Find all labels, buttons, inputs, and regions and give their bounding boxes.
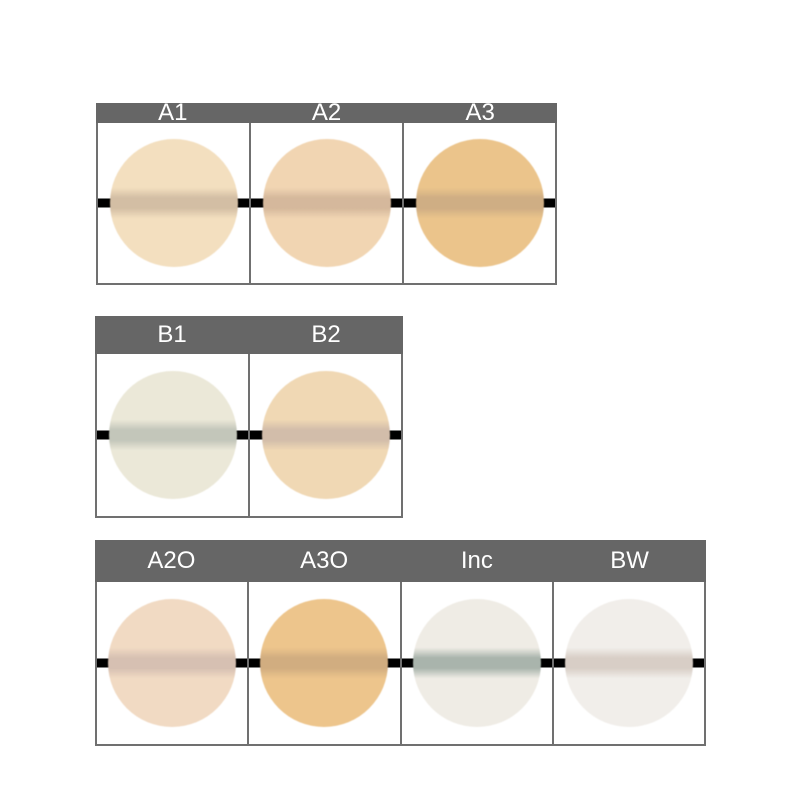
shade-swatch-disc [412,599,541,727]
shade-cell [553,582,704,744]
shade-label: A2 [311,99,342,126]
shade-label: B2 [311,321,341,348]
shade-label: A3O [300,547,349,574]
shade-label: A3 [465,99,495,126]
shade-group: A1 A2 A3 [96,99,557,285]
shade-cell [249,582,402,744]
shade-swatch-disc [108,599,237,727]
shade-header-row: B1 B2 [95,316,403,354]
shade-group: B1 B2 [95,316,403,518]
shade-swatch-disc [262,139,391,267]
shade-swatch-row [96,123,557,285]
shade-cell [250,354,401,516]
shade-swatch-row [95,582,706,746]
shade-group: A2O A3O Inc BW [95,540,706,746]
shade-swatch-disc [261,371,390,499]
shade-cell [251,123,404,283]
shade-cell [401,582,554,744]
shade-swatch-disc [260,599,389,727]
shade-label: Inc [460,547,493,574]
shade-swatch-disc [415,139,544,267]
shade-label: B1 [157,321,187,348]
shade-cell [97,354,250,516]
shade-label: A2O [147,547,196,574]
shade-cell [98,123,251,283]
shade-swatch-disc [109,139,238,267]
shade-label: A1 [158,99,188,126]
shade-cell [97,582,250,744]
shade-swatch-disc [108,371,237,499]
shade-header-row: A1 A2 A3 [96,99,557,126]
shade-cell [404,123,555,283]
shade-swatch-row [95,354,403,518]
shade-swatch-disc [564,599,693,727]
shade-header-row: A2O A3O Inc BW [95,540,706,582]
shade-label: BW [610,547,649,574]
